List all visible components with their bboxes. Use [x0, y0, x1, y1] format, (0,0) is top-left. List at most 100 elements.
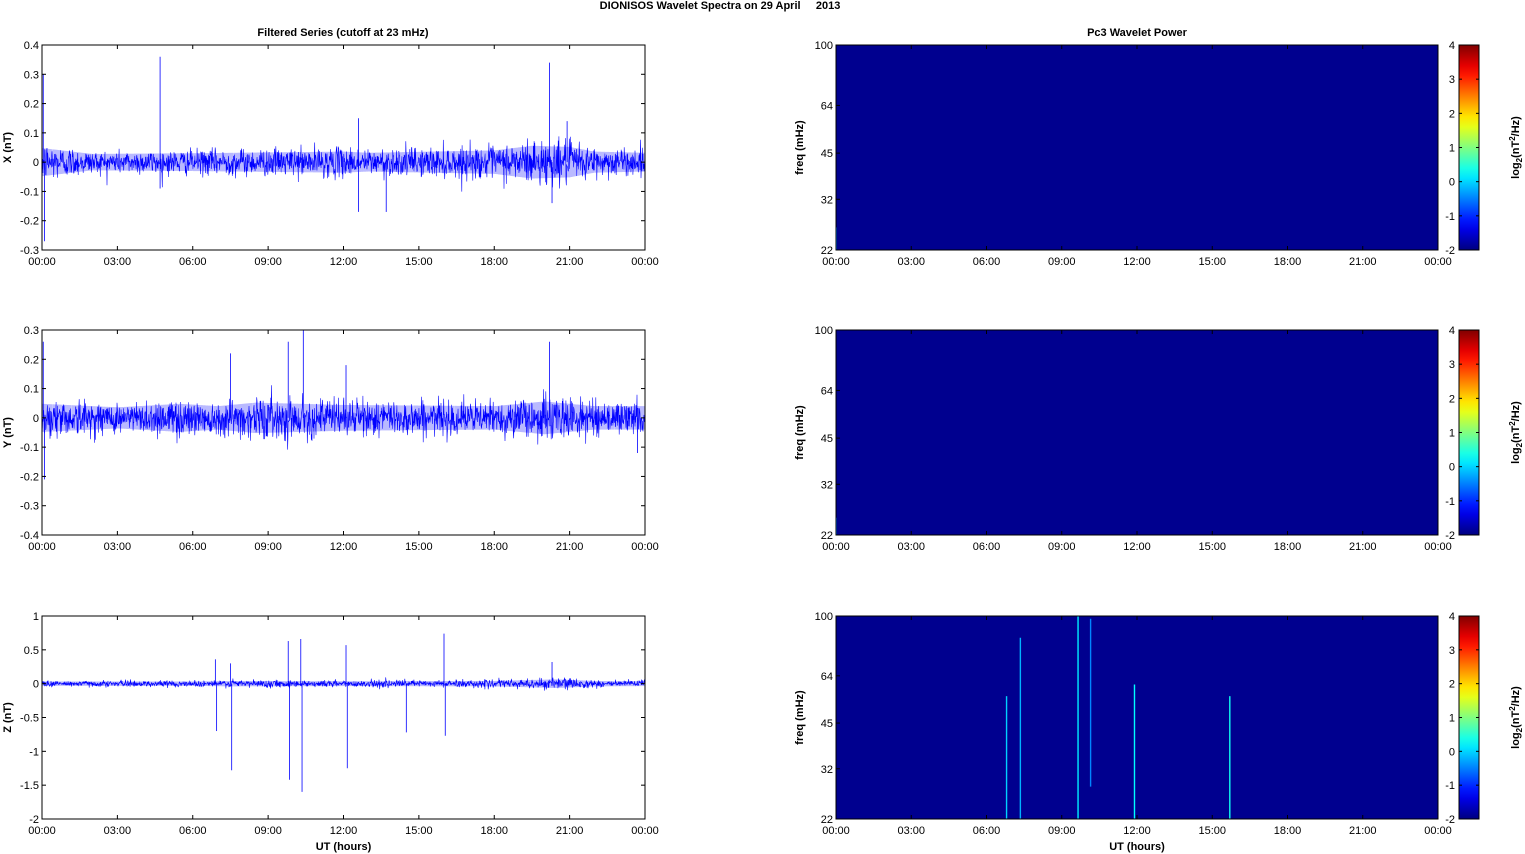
x-freq-tick-label: 32 [821, 194, 833, 206]
x-xtick-label: 15:00 [405, 256, 433, 268]
y-xtick-label: 00:00 [28, 541, 56, 553]
x-xtick-label: 03:00 [104, 256, 132, 268]
x-xtick-label: 00:00 [28, 256, 56, 268]
figure-title: DIONISOS Wavelet Spectra on 29 April 201… [600, 0, 841, 12]
y-freq-tick-label: 45 [821, 433, 833, 445]
z-freq-tick-label: 100 [815, 611, 833, 623]
z-spec-xtick-label: 21:00 [1349, 825, 1377, 837]
z-spectrogram-image [836, 616, 1438, 819]
y-xtick-label: 00:00 [631, 541, 659, 553]
x-freq-tick-label: 64 [821, 100, 833, 112]
x-xtick-label: 06:00 [179, 256, 207, 268]
y-component-panel: 0.30.20.10-0.1-0.2-0.3-0.400:00 03:00 06:0… [2, 325, 659, 553]
x-ytick-label: 0.2 [24, 99, 39, 111]
y-ytick-label: -0.4 [20, 530, 39, 542]
y-ylabel: Y (nT) [2, 417, 14, 448]
y-colorbar-tick-label: 3 [1449, 359, 1455, 371]
x-spec-xtick-label: 12:00 [1123, 256, 1151, 268]
z-plot-area [42, 616, 645, 819]
x-component-panel: 0.40.30.20.10-0.1-0.2-0.300:00 03:00 06:00… [2, 40, 659, 268]
z-colorbar-tick-label: 4 [1449, 611, 1455, 623]
x-freq-tick-label: 45 [821, 148, 833, 160]
y-colorbar-tick-label: -2 [1445, 530, 1455, 542]
z-spec-xtick-label: 06:00 [973, 825, 1001, 837]
x-spec-xtick-label: 15:00 [1198, 256, 1226, 268]
y-spec-xtick-label: 18:00 [1274, 541, 1302, 553]
z-colorbar-tick-label: 0 [1449, 746, 1455, 758]
z-ytick-label: -1 [29, 746, 39, 758]
z-colorbar-tick-label: -1 [1445, 780, 1455, 792]
x-ytick-label: -0.2 [20, 216, 39, 228]
x-colorbar-tick-label: 4 [1449, 40, 1455, 52]
y-colorbar [1459, 330, 1479, 535]
x-colorbar-label: log2(nT2/Hz) [1508, 116, 1524, 179]
z-ytick-label: -1.5 [20, 780, 39, 792]
z-trace-band [42, 679, 645, 688]
y-colorbar-label: log2(nT2/Hz) [1508, 401, 1524, 464]
z-xtick-label: 18:00 [480, 825, 508, 837]
x-spec-xtick-label: 09:00 [1048, 256, 1076, 268]
y-spec-xtick-label: 09:00 [1048, 541, 1076, 553]
left-column-title: Filtered Series (cutoff at 23 mHz) [257, 27, 428, 39]
z-spec-xtick-label: 03:00 [897, 825, 925, 837]
y-colorbar-tick-label: 4 [1449, 325, 1455, 337]
y-colorbar-tick-label: 0 [1449, 462, 1455, 474]
x-spec-xtick-label: 03:00 [897, 256, 925, 268]
z-xtick-label: 21:00 [556, 825, 584, 837]
z-ytick-label: -0.5 [20, 713, 39, 725]
z-colorbar [1459, 616, 1479, 819]
z-colorbar-tick-label: 3 [1449, 645, 1455, 657]
z-freq-ylabel: freq (mHz) [794, 690, 806, 745]
y-xtick-label: 06:00 [179, 541, 207, 553]
x-ytick-label: -0.3 [20, 245, 39, 257]
y-spectrogram-image [836, 330, 1438, 535]
y-ytick-label: 0 [33, 413, 39, 425]
z-freq-tick-label: 32 [821, 764, 833, 776]
x-colorbar-tick-label: 2 [1449, 108, 1455, 120]
x-colorbar [1459, 45, 1479, 250]
z-freq-tick-label: 22 [821, 814, 833, 826]
y-xtick-label: 18:00 [480, 541, 508, 553]
x-xtick-label: 18:00 [480, 256, 508, 268]
y-xtick-label: 09:00 [254, 541, 282, 553]
x-ytick-label: 0 [33, 157, 39, 169]
y-ytick-label: 0.1 [24, 384, 39, 396]
z-freq-tick-label: 45 [821, 718, 833, 730]
x-freq-tick-label: 100 [815, 40, 833, 52]
z-colorbar-tick-label: -2 [1445, 814, 1455, 826]
x-spectrogram-image [836, 45, 1438, 250]
y-colorbar-tick-label: 1 [1449, 428, 1455, 440]
z-colorbar-label: log2(nT2/Hz) [1508, 686, 1524, 749]
x-colorbar-tick-label: -2 [1445, 245, 1455, 257]
z-spec-xtick-label: 12:00 [1123, 825, 1151, 837]
x-xtick-label: 00:00 [631, 256, 659, 268]
x-xtick-label: 21:00 [556, 256, 584, 268]
y-ytick-label: -0.3 [20, 501, 39, 513]
x-spec-xtick-label: 21:00 [1349, 256, 1377, 268]
z-xtick-label: 00:00 [28, 825, 56, 837]
x-xtick-label: 09:00 [254, 256, 282, 268]
x-ylabel: X (nT) [2, 132, 14, 163]
x-ytick-label: 0.3 [24, 69, 39, 81]
z-colorbar-tick-label: 2 [1449, 679, 1455, 691]
y-colorbar-tick-label: 2 [1449, 393, 1455, 405]
y-xtick-label: 21:00 [556, 541, 584, 553]
z-ytick-label: 0.5 [24, 645, 39, 657]
x-spec-xtick-label: 06:00 [973, 256, 1001, 268]
z-spec-xtick-label: 00:00 [1424, 825, 1452, 837]
x-spec-xtick-label: 00:00 [822, 256, 850, 268]
y-freq-tick-label: 22 [821, 530, 833, 542]
colorbars: 4 3 2 1 0 -1 -2 log2(nT2/Hz) 4 3 2 1 0 -1 -2 log2(nT2/H… [1445, 40, 1524, 826]
z-ylabel: Z (nT) [2, 702, 14, 733]
xlabel: UT (hours) [316, 841, 372, 853]
y-freq-ylabel: freq (mHz) [794, 405, 806, 460]
z-spec-xtick-label: 15:00 [1198, 825, 1226, 837]
z-spec-xtick-label: 09:00 [1048, 825, 1076, 837]
y-spec-xtick-label: 21:00 [1349, 541, 1377, 553]
z-xtick-label: 15:00 [405, 825, 433, 837]
z-freq-tick-label: 64 [821, 671, 833, 683]
y-spec-xtick-label: 03:00 [897, 541, 925, 553]
